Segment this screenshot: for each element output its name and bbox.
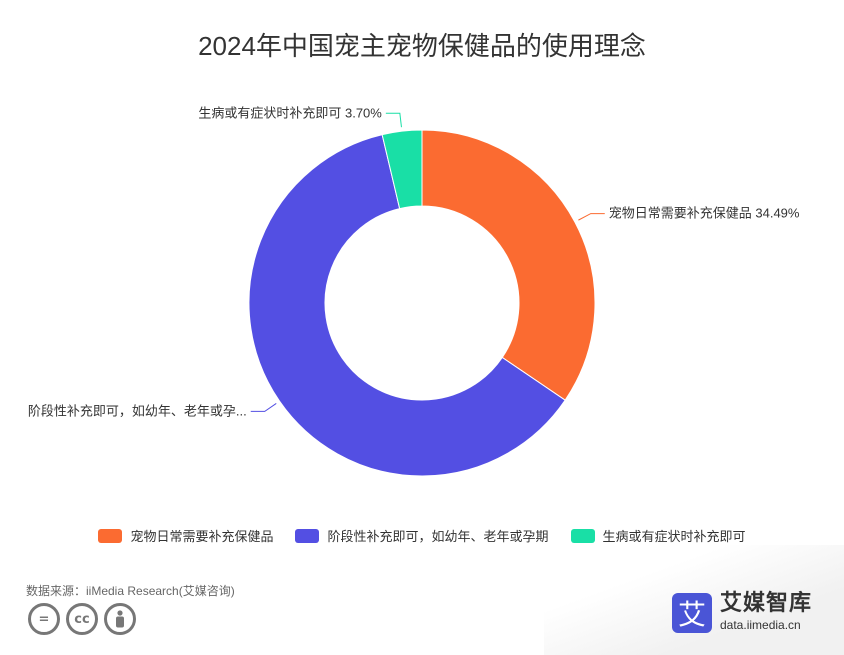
brand-logo-block: 艾 艾媒智库 data.iimedia.cn	[672, 592, 812, 633]
leader-line	[385, 112, 402, 128]
source-note: 数据来源：iiMedia Research(艾媒咨询)	[26, 584, 235, 598]
brand-url: data.iimedia.cn	[720, 618, 801, 632]
slice-illness[interactable]	[381, 129, 423, 210]
person-icon	[104, 603, 136, 635]
legend-swatch-daily	[98, 528, 123, 543]
brand-logo-icon: 艾	[672, 592, 712, 633]
brand-name: 艾媒智库	[720, 590, 813, 615]
cc-icon: cc	[66, 603, 98, 635]
slice-daily[interactable]	[421, 129, 596, 401]
legend-item-daily[interactable]: 宠物日常需要补充保健品	[98, 526, 273, 545]
slice-stage[interactable]	[248, 134, 566, 477]
legend-swatch-stage	[295, 528, 320, 543]
chart-title: 2024年中国宠主宠物保健品的使用理念	[198, 31, 646, 61]
license-icons: = cc	[28, 603, 136, 635]
legend-swatch-illness	[570, 528, 595, 543]
legend-label-illness: 生病或有症状时补充即可	[602, 529, 746, 544]
slice-label-daily: 宠物日常需要补充保健品 34.49%	[609, 206, 800, 221]
leader-line	[578, 213, 605, 221]
equals-icon: =	[28, 603, 60, 635]
legend-label-daily: 宠物日常需要补充保健品	[130, 529, 274, 544]
legend-item-illness[interactable]: 生病或有症状时补充即可	[570, 526, 746, 545]
legend-label-stage: 阶段性补充即可，如幼年、老年或孕期	[327, 529, 549, 544]
leader-line	[250, 403, 277, 412]
donut-chart: 宠物日常需要补充保健品 34.49% 阶段性补充即可，如幼年、老年或孕... 生病或…	[28, 105, 800, 477]
legend: 宠物日常需要补充保健品 阶段性补充即可，如幼年、老年或孕期 生病或有症状时补充即…	[0, 526, 844, 545]
slice-label-illness: 生病或有症状时补充即可 3.70%	[198, 105, 382, 120]
legend-item-stage[interactable]: 阶段性补充即可，如幼年、老年或孕期	[295, 526, 549, 545]
slice-label-stage: 阶段性补充即可，如幼年、老年或孕...	[28, 403, 247, 418]
